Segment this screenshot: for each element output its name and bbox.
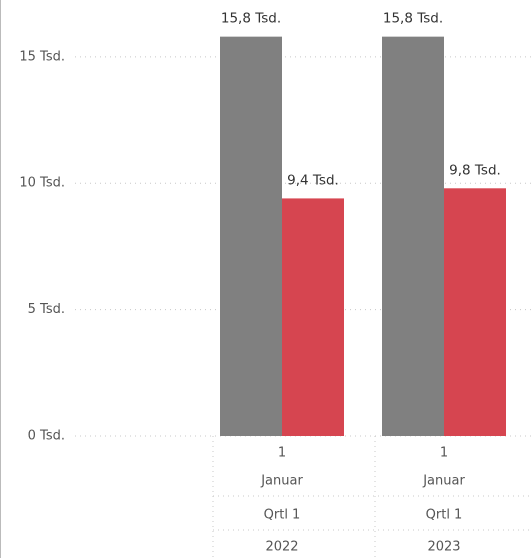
value-label: 9,8 Tsd. [449,162,501,178]
bar [220,36,282,436]
y-tick-label: 5 Tsd. [28,302,65,317]
bar [444,188,506,436]
value-label: 15,8 Tsd. [221,11,281,27]
x-tick-label: Januar [260,474,303,489]
x-tick-label: Qrtl 1 [264,508,301,523]
x-tick-label: 2023 [427,540,460,555]
x-tick-label: Januar [422,474,465,489]
bar [282,198,344,436]
value-label: 9,4 Tsd. [287,172,339,188]
value-label: 15,8 Tsd. [383,11,443,27]
x-tick-label: 1 [278,446,286,461]
bar [382,36,444,436]
x-tick-label: Qrtl 1 [426,508,463,523]
y-tick-label: 0 Tsd. [28,429,65,444]
y-tick-label: 15 Tsd. [19,49,65,64]
x-tick-label: 1 [440,446,448,461]
y-tick-label: 10 Tsd. [19,176,65,191]
x-tick-label: 2022 [265,540,298,555]
